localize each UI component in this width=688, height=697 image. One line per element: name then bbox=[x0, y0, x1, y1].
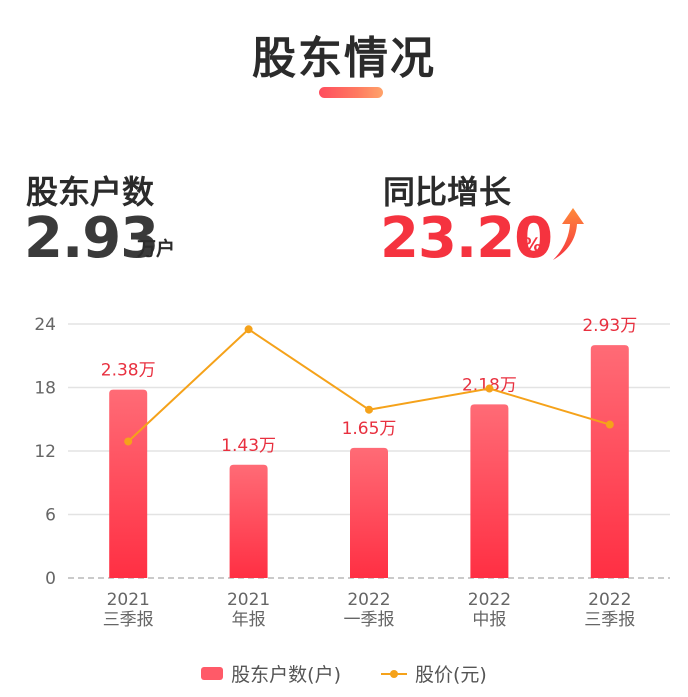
title-underline bbox=[319, 87, 383, 98]
x-tick-year: 2022 bbox=[588, 590, 631, 610]
chart-legend: 股东户数(户) 股价(元) bbox=[0, 660, 688, 687]
y-tick-label: 6 bbox=[45, 506, 56, 526]
holders-unit: 万户 bbox=[137, 238, 176, 260]
x-tick-period: 中报 bbox=[472, 610, 506, 630]
price-point-1 bbox=[244, 325, 253, 334]
legend-item-price[interactable]: 股价(元) bbox=[381, 660, 487, 687]
legend-item-holders[interactable]: 股东户数(户) bbox=[201, 660, 341, 687]
legend-bar-swatch bbox=[201, 667, 224, 680]
y-tick-label: 0 bbox=[45, 569, 56, 589]
x-tick-year: 2022 bbox=[468, 590, 511, 610]
bar-value-label: 2.93万 bbox=[582, 316, 637, 336]
bar-1 bbox=[229, 464, 268, 578]
bar-3 bbox=[470, 404, 509, 578]
holders-value: 2.93 bbox=[24, 206, 159, 271]
price-point-3 bbox=[485, 384, 494, 393]
growth-value: 23.20 bbox=[380, 206, 553, 271]
bar-4 bbox=[590, 345, 629, 578]
growth-label: 同比增长 bbox=[383, 173, 512, 211]
up-arrow-icon bbox=[553, 208, 584, 260]
page-title: 股东情况 bbox=[252, 33, 436, 84]
x-tick-year: 2021 bbox=[227, 590, 270, 610]
price-line-series bbox=[124, 325, 614, 446]
bar-series bbox=[109, 345, 629, 578]
legend-price-label: 股价(元) bbox=[415, 664, 487, 686]
price-point-0 bbox=[124, 437, 133, 446]
bar-value-label: 2.38万 bbox=[101, 361, 156, 381]
price-point-2 bbox=[365, 405, 373, 414]
x-tick-period: 三季报 bbox=[103, 610, 154, 630]
x-tick-period: 年报 bbox=[232, 610, 266, 630]
holders-label: 股东户数 bbox=[26, 173, 155, 211]
x-tick-period: 三季报 bbox=[584, 610, 635, 630]
price-point-4 bbox=[605, 420, 614, 429]
y-tick-label: 24 bbox=[34, 315, 56, 335]
bar-2 bbox=[350, 447, 388, 578]
x-tick-year: 2021 bbox=[107, 590, 150, 610]
bar-value-label: 1.65万 bbox=[342, 419, 397, 439]
legend-holders-label: 股东户数(户) bbox=[231, 664, 341, 686]
bar-0 bbox=[109, 389, 148, 578]
x-tick-period: 一季报 bbox=[344, 610, 395, 630]
bar-value-label: 1.43万 bbox=[221, 436, 276, 456]
x-tick-year: 2022 bbox=[347, 590, 390, 610]
y-tick-labels: 0 6 12 18 24 bbox=[34, 315, 56, 589]
legend-line-swatch bbox=[381, 667, 407, 680]
y-tick-label: 12 bbox=[34, 442, 56, 462]
growth-unit: % bbox=[523, 234, 543, 256]
y-tick-label: 18 bbox=[34, 379, 56, 399]
